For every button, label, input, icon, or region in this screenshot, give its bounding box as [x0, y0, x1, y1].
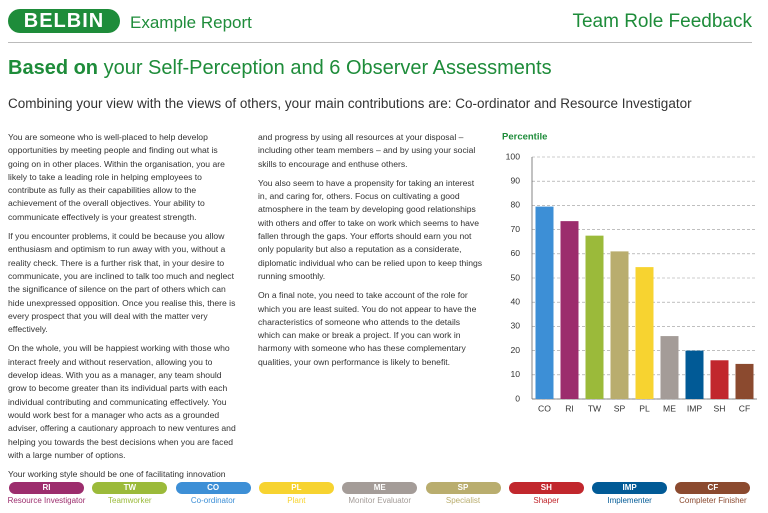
x-tick-label: ME [663, 403, 676, 413]
role-badge: CF [675, 482, 751, 494]
y-tick-label: 100 [506, 151, 521, 161]
bar [610, 251, 629, 399]
x-tick-label: SP [614, 403, 626, 413]
role-name: Shaper [533, 496, 560, 505]
role-badge: PL [258, 482, 334, 494]
paragraph: You are someone who is well-placed to he… [8, 132, 225, 222]
role-badge: TW [92, 482, 168, 494]
role-name: Co-ordinator [190, 496, 236, 505]
role-name: Monitor Evaluator [348, 496, 412, 505]
y-tick-label: 50 [510, 272, 520, 282]
role-name: Implementer [607, 496, 652, 505]
role-badge: CO [175, 482, 251, 494]
x-tick-label: PL [639, 403, 650, 413]
role-name: Resource Investigator [7, 496, 86, 505]
role-badge: SP [425, 482, 501, 494]
bar [685, 350, 704, 399]
role-name: Plant [287, 496, 306, 505]
section-title: Team Role Feedback [572, 11, 752, 32]
role-badge: SH [508, 482, 584, 494]
x-tick-label: CO [538, 403, 551, 413]
role-badge: IMP [592, 482, 668, 494]
role-name: Completer Finisher [679, 496, 747, 505]
divider [8, 42, 752, 43]
paragraph: If you encounter problems, it could be b… [8, 231, 236, 335]
subtitle: Combining your view with the views of ot… [8, 96, 692, 111]
y-tick-label: 70 [510, 224, 520, 234]
role-badge: ME [342, 482, 418, 494]
y-tick-label: 0 [515, 393, 520, 403]
heading-rest: your Self-Perception and 6 Observer Asse… [98, 57, 552, 79]
bar [660, 336, 679, 399]
x-tick-label: CF [739, 403, 750, 413]
bar [735, 363, 754, 399]
text-column: You are someone who is well-placed to he… [8, 131, 240, 487]
x-tick-label: TW [588, 403, 602, 413]
bar [635, 267, 654, 399]
logo: BELBIN [8, 9, 120, 33]
role-name: Teamworker [108, 496, 152, 505]
y-tick-label: 10 [510, 369, 520, 379]
y-tick-label: 30 [510, 321, 520, 331]
text-column: and progress by using all resources at y… [258, 131, 484, 375]
bar [585, 235, 604, 399]
chart-title: Percentile [502, 132, 547, 143]
y-tick-label: 60 [510, 248, 520, 258]
heading: Based on your Self-Perception and 6 Obse… [8, 57, 552, 80]
x-tick-label: IMP [687, 403, 703, 413]
y-tick-label: 90 [510, 175, 520, 185]
paragraph: On the whole, you will be happiest worki… [8, 343, 236, 460]
y-tick-label: 40 [510, 296, 520, 306]
y-tick-label: 20 [510, 345, 520, 355]
paragraph: On a final note, you need to take accoun… [258, 290, 477, 367]
report-title: Example Report [130, 13, 252, 32]
role-badge: RI [9, 482, 84, 494]
paragraph: and progress by using all resources at y… [258, 132, 476, 169]
paragraph: You also seem to have a propensity for t… [258, 177, 483, 281]
x-tick-label: RI [565, 403, 574, 413]
x-tick-label: SH [714, 403, 726, 413]
bar [560, 221, 579, 399]
bar [535, 206, 554, 399]
role-name: Specialist [445, 496, 481, 505]
heading-bold: Based on [8, 57, 99, 79]
y-tick-label: 80 [510, 200, 520, 210]
paragraph: Your working style should be one of faci… [8, 469, 226, 480]
bar [710, 360, 729, 399]
